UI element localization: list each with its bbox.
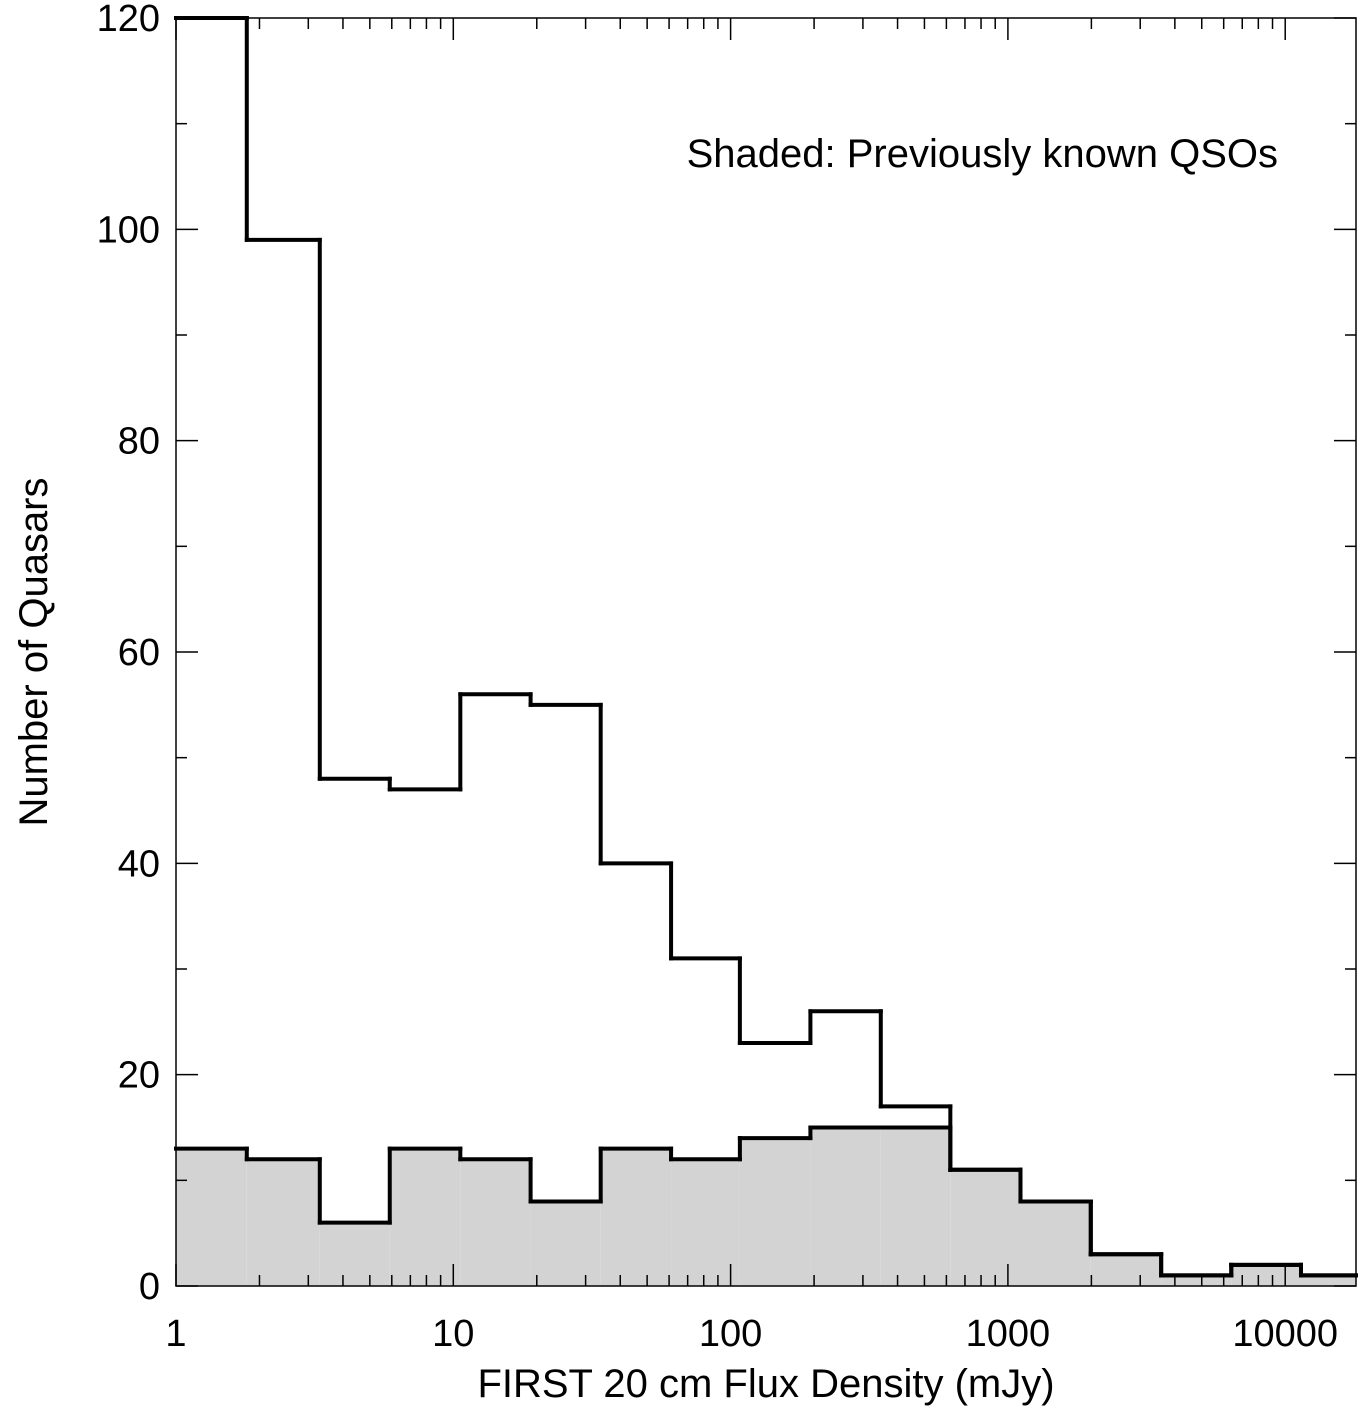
plot-frame (175, 17, 1357, 1287)
x-tick-label-0: 1 (165, 1313, 186, 1355)
shaded-bar-12 (1020, 1201, 1091, 1286)
axis-ticks-layer (175, 17, 1356, 1287)
x-tick-label-1: 10 (432, 1313, 474, 1355)
y-tick-label-2: 40 (118, 843, 160, 885)
y-tick-label-0: 0 (139, 1266, 160, 1308)
y-tick-label-1: 20 (118, 1055, 160, 1097)
x-tick-label-3: 1000 (966, 1313, 1051, 1355)
shaded-bar-6 (600, 1148, 672, 1286)
shaded-bar-7 (671, 1159, 740, 1286)
shaded-bar-13 (1090, 1254, 1162, 1286)
outline-series-layer (174, 16, 1358, 1278)
shaded-bar-15 (1231, 1264, 1301, 1286)
shaded-bar-1 (246, 1159, 320, 1286)
shaded-bar-5 (530, 1201, 601, 1286)
shaded-bar-9 (810, 1127, 881, 1286)
shaded-bar-0 (176, 1148, 247, 1286)
y-tick-label-3: 60 (118, 632, 160, 674)
shaded-bar-8 (739, 1138, 811, 1286)
y-tick-label-5: 100 (97, 209, 160, 251)
shaded-bar-10 (880, 1127, 951, 1286)
shaded-bar-14 (1161, 1275, 1232, 1286)
shaded-bar-2 (319, 1222, 390, 1286)
shaded-bar-11 (950, 1169, 1021, 1286)
x-axis-title: FIRST 20 cm Flux Density (mJy) (477, 1362, 1054, 1406)
shaded-bar-4 (460, 1159, 531, 1286)
x-tick-label-2: 100 (699, 1313, 762, 1355)
shaded-bar-3 (389, 1148, 461, 1286)
x-tick-label-4: 10000 (1232, 1313, 1338, 1355)
y-tick-label-4: 80 (118, 421, 160, 463)
shaded-series-layer (174, 1125, 1358, 1286)
y-axis-title: Number of Quasars (12, 477, 56, 826)
shaded-bar-16 (1300, 1275, 1356, 1286)
y-tick-label-6: 120 (97, 0, 160, 40)
annotation-text: Shaded: Previously known QSOs (687, 132, 1278, 176)
